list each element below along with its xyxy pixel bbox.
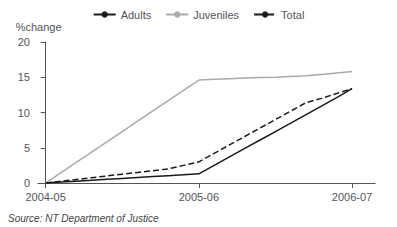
svg-text:%change: %change xyxy=(16,21,62,33)
svg-text:2005-06: 2005-06 xyxy=(179,191,219,203)
svg-text:15: 15 xyxy=(18,71,30,83)
svg-text:5: 5 xyxy=(24,142,30,154)
svg-text:Adults: Adults xyxy=(121,9,152,21)
svg-text:2006-07: 2006-07 xyxy=(332,191,372,203)
svg-text:20: 20 xyxy=(18,36,30,48)
svg-text:10: 10 xyxy=(18,107,30,119)
svg-text:Source: NT Department of Justi: Source: NT Department of Justice xyxy=(8,213,159,224)
svg-text:Juveniles: Juveniles xyxy=(193,9,239,21)
svg-text:2004-05: 2004-05 xyxy=(25,191,65,203)
svg-text:Total: Total xyxy=(281,9,304,21)
svg-text:0: 0 xyxy=(24,177,30,189)
